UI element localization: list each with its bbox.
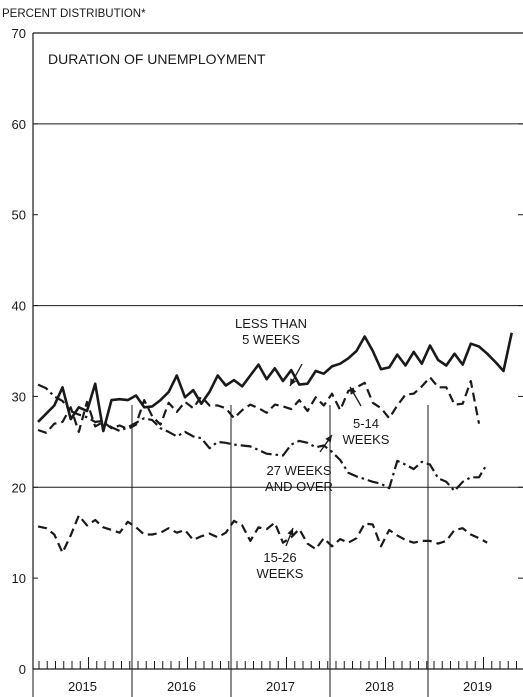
x-tick-label: 2016 — [167, 679, 196, 694]
annotation-label: WEEKS — [257, 566, 304, 581]
y-tick-label: 10 — [12, 571, 26, 586]
series-line-4 — [37, 514, 488, 554]
y-tick-label: 40 — [12, 299, 26, 314]
y-axis-label: PERCENT DISTRIBUTION* — [2, 8, 146, 20]
x-tick-label: 2019 — [463, 679, 492, 694]
series-line-1 — [37, 332, 513, 433]
annotation-arrowhead — [350, 387, 357, 395]
series-line-3 — [37, 383, 489, 492]
grid-lines — [33, 123, 523, 669]
y-tick-label: 0 — [19, 662, 26, 677]
x-tick-label: 2015 — [68, 679, 97, 694]
annotation-label: WEEKS — [343, 432, 390, 447]
chart-title: DURATION OF UNEMPLOYMENT — [48, 51, 266, 67]
annotation-arrowhead — [287, 528, 294, 536]
y-tick-label: 30 — [12, 389, 26, 404]
annotation-arrowhead — [325, 435, 332, 443]
y-tick-label: 20 — [12, 480, 26, 495]
x-tick-label: 2018 — [365, 679, 394, 694]
y-tick-label: 50 — [12, 208, 26, 223]
annotation-label: 5-14 — [353, 416, 379, 431]
annotation-label: 15-26 — [263, 550, 296, 565]
y-tick-labels: 0 10 20 30 40 50 60 70 — [12, 26, 523, 677]
x-tick-label: 2017 — [266, 679, 295, 694]
x-axis: 2015 2016 2017 2018 2019 — [32, 657, 517, 697]
annotation-label: 5 WEEKS — [242, 332, 300, 347]
annotation-label: AND OVER — [265, 479, 333, 494]
y-tick-label: 70 — [12, 26, 26, 41]
annotation-label: 27 WEEKS — [266, 463, 331, 478]
annotation-arrowhead — [290, 378, 297, 386]
series-lines — [37, 332, 513, 554]
annotation-label: LESS THAN — [235, 316, 307, 331]
y-tick-label: 60 — [12, 117, 26, 132]
